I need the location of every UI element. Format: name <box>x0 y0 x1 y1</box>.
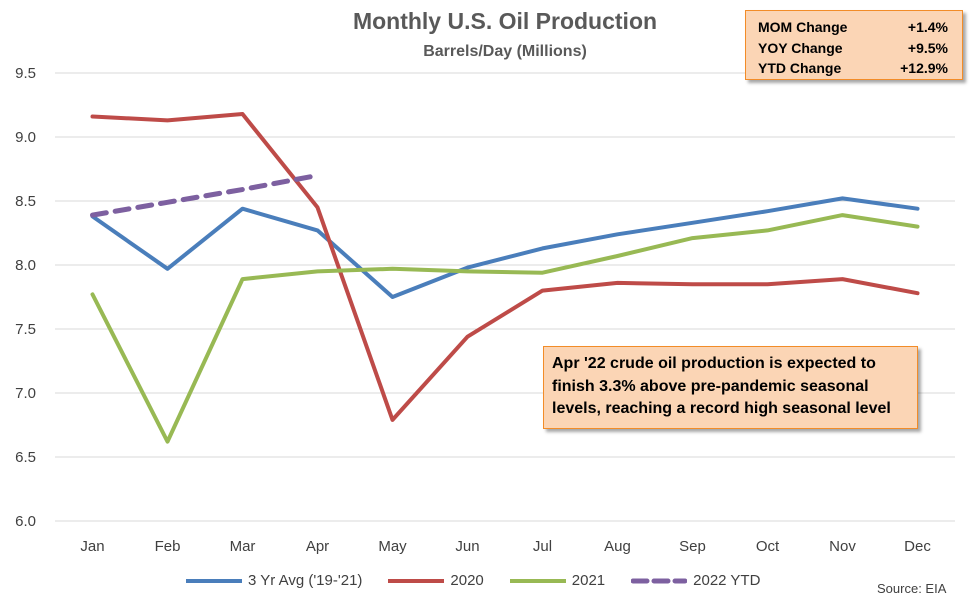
legend-swatch <box>631 578 688 583</box>
stats-box: MOM Change +1.4% YOY Change +9.5% YTD Ch… <box>745 10 963 80</box>
x-tick-label: Jun <box>455 538 479 555</box>
x-tick-label: Nov <box>829 538 856 555</box>
stat-value: +1.4% <box>907 19 948 35</box>
series-line-3 <box>90 172 320 218</box>
y-tick-label: 8.0 <box>15 257 36 274</box>
y-tick-label: 9.0 <box>15 129 36 146</box>
stat-label: MOM Change <box>758 19 848 35</box>
x-tick-label: Feb <box>155 538 181 555</box>
x-tick-label: Oct <box>756 538 780 555</box>
legend-item-2022-ytd: 2022 YTD <box>631 572 760 589</box>
x-tick-label: May <box>378 538 407 555</box>
legend-item-3yr-avg: 3 Yr Avg ('19-'21) <box>186 572 362 589</box>
legend-swatch <box>388 578 445 583</box>
y-tick-label: 6.5 <box>15 449 36 466</box>
stat-row-mom: MOM Change +1.4% <box>758 17 948 38</box>
stat-row-yoy: YOY Change +9.5% <box>758 38 948 59</box>
legend-label: 2020 <box>450 572 484 589</box>
stat-label: YTD Change <box>758 60 842 76</box>
series-line-0 <box>90 196 920 299</box>
y-tick-label: 7.0 <box>15 385 36 402</box>
x-tick-label: Apr <box>306 538 329 555</box>
x-tick-label: Mar <box>230 538 256 555</box>
y-tick-label: 9.5 <box>15 65 36 82</box>
x-tick-label: Jul <box>533 538 552 555</box>
stat-value: +12.9% <box>900 60 948 76</box>
annotation-box: Apr '22 crude oil production is expected… <box>543 346 918 429</box>
y-tick-label: 8.5 <box>15 193 36 210</box>
x-tick-label: Sep <box>679 538 706 555</box>
legend-label: 3 Yr Avg ('19-'21) <box>248 572 363 589</box>
annotation-line: Apr '22 crude oil production is expected… <box>552 355 876 372</box>
y-tick-label: 7.5 <box>15 321 36 338</box>
x-tick-label: Jan <box>80 538 104 555</box>
stat-value: +9.5% <box>907 39 948 56</box>
annotation-line: finish 3.3% above pre-pandemic seasonal <box>552 377 869 395</box>
stat-label: YOY Change <box>758 39 843 56</box>
legend-label: 2022 YTD <box>693 572 761 589</box>
x-tick-label: Aug <box>604 538 631 555</box>
chart-title: Monthly U.S. Oil Production <box>352 8 658 34</box>
legend-item-2020: 2020 <box>388 572 484 589</box>
x-tick-label: Dec <box>904 538 931 555</box>
stat-row-ytd: YTD Change +12.9% <box>758 58 948 79</box>
series-line-1 <box>90 112 920 422</box>
legend-swatch <box>509 578 566 583</box>
series-line-2 <box>90 213 920 444</box>
legend: 3 Yr Avg ('19-'21) 2020 2021 2022 YTD <box>186 572 786 589</box>
legend-item-2021: 2021 <box>509 572 606 589</box>
y-tick-label: 6.0 <box>15 513 36 530</box>
legend-label: 2021 <box>571 572 606 589</box>
legend-swatch <box>186 578 242 583</box>
chart-subtitle: Barrels/Day (Millions) <box>423 43 587 60</box>
source-note: Source: EIA <box>877 581 947 596</box>
annotation-line: levels, reaching a record high seasonal … <box>552 400 891 417</box>
